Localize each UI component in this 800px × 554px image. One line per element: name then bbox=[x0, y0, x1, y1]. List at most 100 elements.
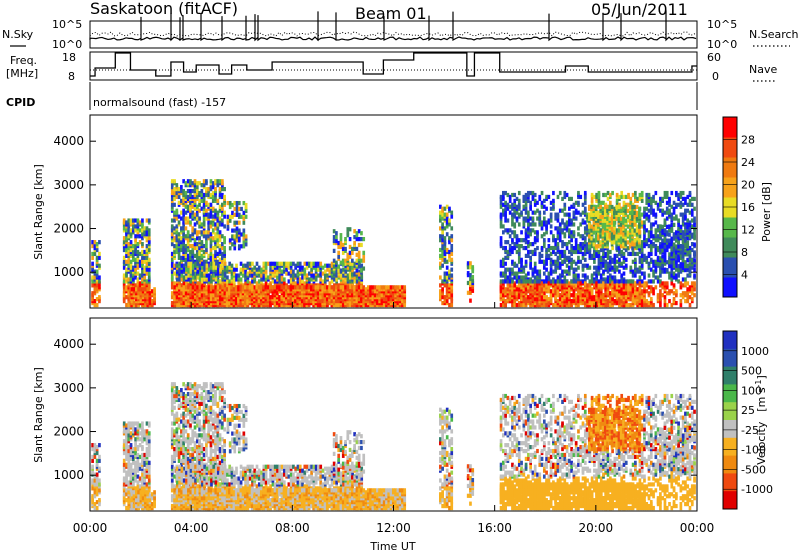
power-cell bbox=[328, 281, 332, 286]
power-cell bbox=[201, 273, 204, 278]
power-cell bbox=[529, 242, 532, 247]
power-cell bbox=[235, 200, 239, 206]
power-cell bbox=[439, 247, 442, 253]
power-cell bbox=[620, 279, 624, 284]
power-cell bbox=[200, 192, 204, 198]
power-cell bbox=[184, 243, 188, 249]
power-cell bbox=[93, 240, 97, 245]
power-cell bbox=[337, 268, 341, 273]
power-cell bbox=[323, 277, 327, 282]
power-cell bbox=[643, 271, 646, 276]
power-cell bbox=[321, 265, 325, 270]
power-cell bbox=[269, 295, 272, 300]
power-cell bbox=[273, 261, 277, 266]
power-cell bbox=[613, 275, 617, 280]
power-cell bbox=[205, 295, 209, 300]
power-cell bbox=[231, 242, 234, 247]
power-cell bbox=[91, 283, 94, 288]
power-cell bbox=[355, 268, 359, 273]
power-cell bbox=[341, 262, 345, 267]
power-cell bbox=[98, 279, 101, 284]
power-cell bbox=[264, 261, 268, 266]
power-cell bbox=[143, 249, 147, 255]
power-cell bbox=[182, 255, 185, 260]
power-cell bbox=[448, 253, 451, 259]
power-cell bbox=[244, 273, 247, 278]
power-cell bbox=[606, 275, 610, 280]
power-cell bbox=[273, 269, 277, 274]
power-cell bbox=[205, 186, 208, 192]
power-cell bbox=[542, 204, 546, 209]
power-cell bbox=[221, 222, 224, 227]
power-cell bbox=[143, 226, 147, 231]
power-cell bbox=[226, 200, 230, 206]
power-cell bbox=[362, 258, 366, 263]
power-cell bbox=[538, 255, 542, 260]
power-cell bbox=[308, 261, 311, 266]
power-cell bbox=[531, 242, 535, 247]
power-cell bbox=[186, 238, 190, 243]
power-cell bbox=[209, 232, 213, 237]
power-cell bbox=[645, 259, 649, 264]
power-cell bbox=[554, 251, 558, 257]
power-cell bbox=[221, 206, 224, 211]
power-cell bbox=[223, 273, 227, 278]
power-cell bbox=[289, 273, 293, 278]
power-cell bbox=[339, 233, 343, 238]
power-cell bbox=[184, 190, 188, 196]
power-cell bbox=[244, 281, 247, 286]
power-cell bbox=[122, 226, 126, 231]
power-cell bbox=[522, 204, 526, 209]
power-cell bbox=[586, 263, 589, 268]
power-cell bbox=[170, 285, 174, 290]
power-cell bbox=[396, 285, 400, 290]
power-cell bbox=[223, 287, 227, 292]
power-cell bbox=[450, 273, 454, 278]
power-cell bbox=[242, 267, 245, 272]
power-cell bbox=[346, 265, 350, 270]
power-cell bbox=[547, 238, 551, 243]
power-cell bbox=[226, 279, 229, 284]
power-cell bbox=[570, 247, 573, 253]
power-cell bbox=[360, 231, 363, 236]
power-cell bbox=[357, 272, 361, 277]
power-cell bbox=[198, 224, 201, 229]
power-cell bbox=[351, 272, 354, 277]
power-cell bbox=[615, 228, 619, 233]
power-cell bbox=[147, 232, 151, 237]
power-cell bbox=[136, 277, 140, 282]
power-cell bbox=[280, 295, 284, 300]
power-cell bbox=[134, 257, 137, 262]
power-cell bbox=[230, 263, 234, 268]
power-cell bbox=[511, 267, 514, 272]
power-cell bbox=[209, 243, 213, 249]
power-cell bbox=[280, 261, 284, 266]
power-cell bbox=[649, 247, 653, 253]
power-cell bbox=[235, 267, 238, 272]
power-cell bbox=[189, 265, 193, 270]
power-cell bbox=[185, 261, 188, 266]
power-cell bbox=[196, 289, 199, 294]
power-cell bbox=[466, 261, 470, 266]
power-cell bbox=[146, 287, 150, 292]
power-cell bbox=[205, 208, 208, 213]
power-cell bbox=[522, 265, 526, 270]
power-cell bbox=[511, 302, 514, 308]
power-cell bbox=[310, 261, 313, 266]
sky-noise-trace bbox=[89, 10, 697, 42]
power-cell bbox=[640, 220, 644, 225]
power-cell bbox=[545, 220, 548, 225]
power-cell bbox=[237, 273, 241, 278]
power-cell bbox=[608, 259, 612, 264]
power-cell bbox=[445, 271, 449, 276]
power-cell bbox=[294, 263, 298, 268]
power-cell bbox=[508, 275, 512, 280]
power-cell bbox=[353, 272, 356, 277]
power-cell bbox=[524, 202, 528, 207]
power-cell bbox=[228, 238, 232, 243]
sky-left-tick-top: 10^5 bbox=[52, 18, 82, 31]
power-cell bbox=[136, 249, 140, 255]
power-cell bbox=[244, 263, 247, 268]
power-cell bbox=[577, 265, 580, 270]
power-cell bbox=[260, 277, 263, 282]
